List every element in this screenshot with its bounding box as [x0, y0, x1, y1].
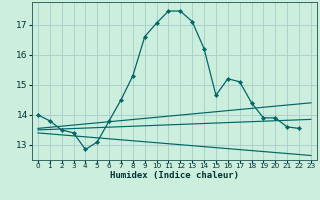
X-axis label: Humidex (Indice chaleur): Humidex (Indice chaleur) [110, 171, 239, 180]
